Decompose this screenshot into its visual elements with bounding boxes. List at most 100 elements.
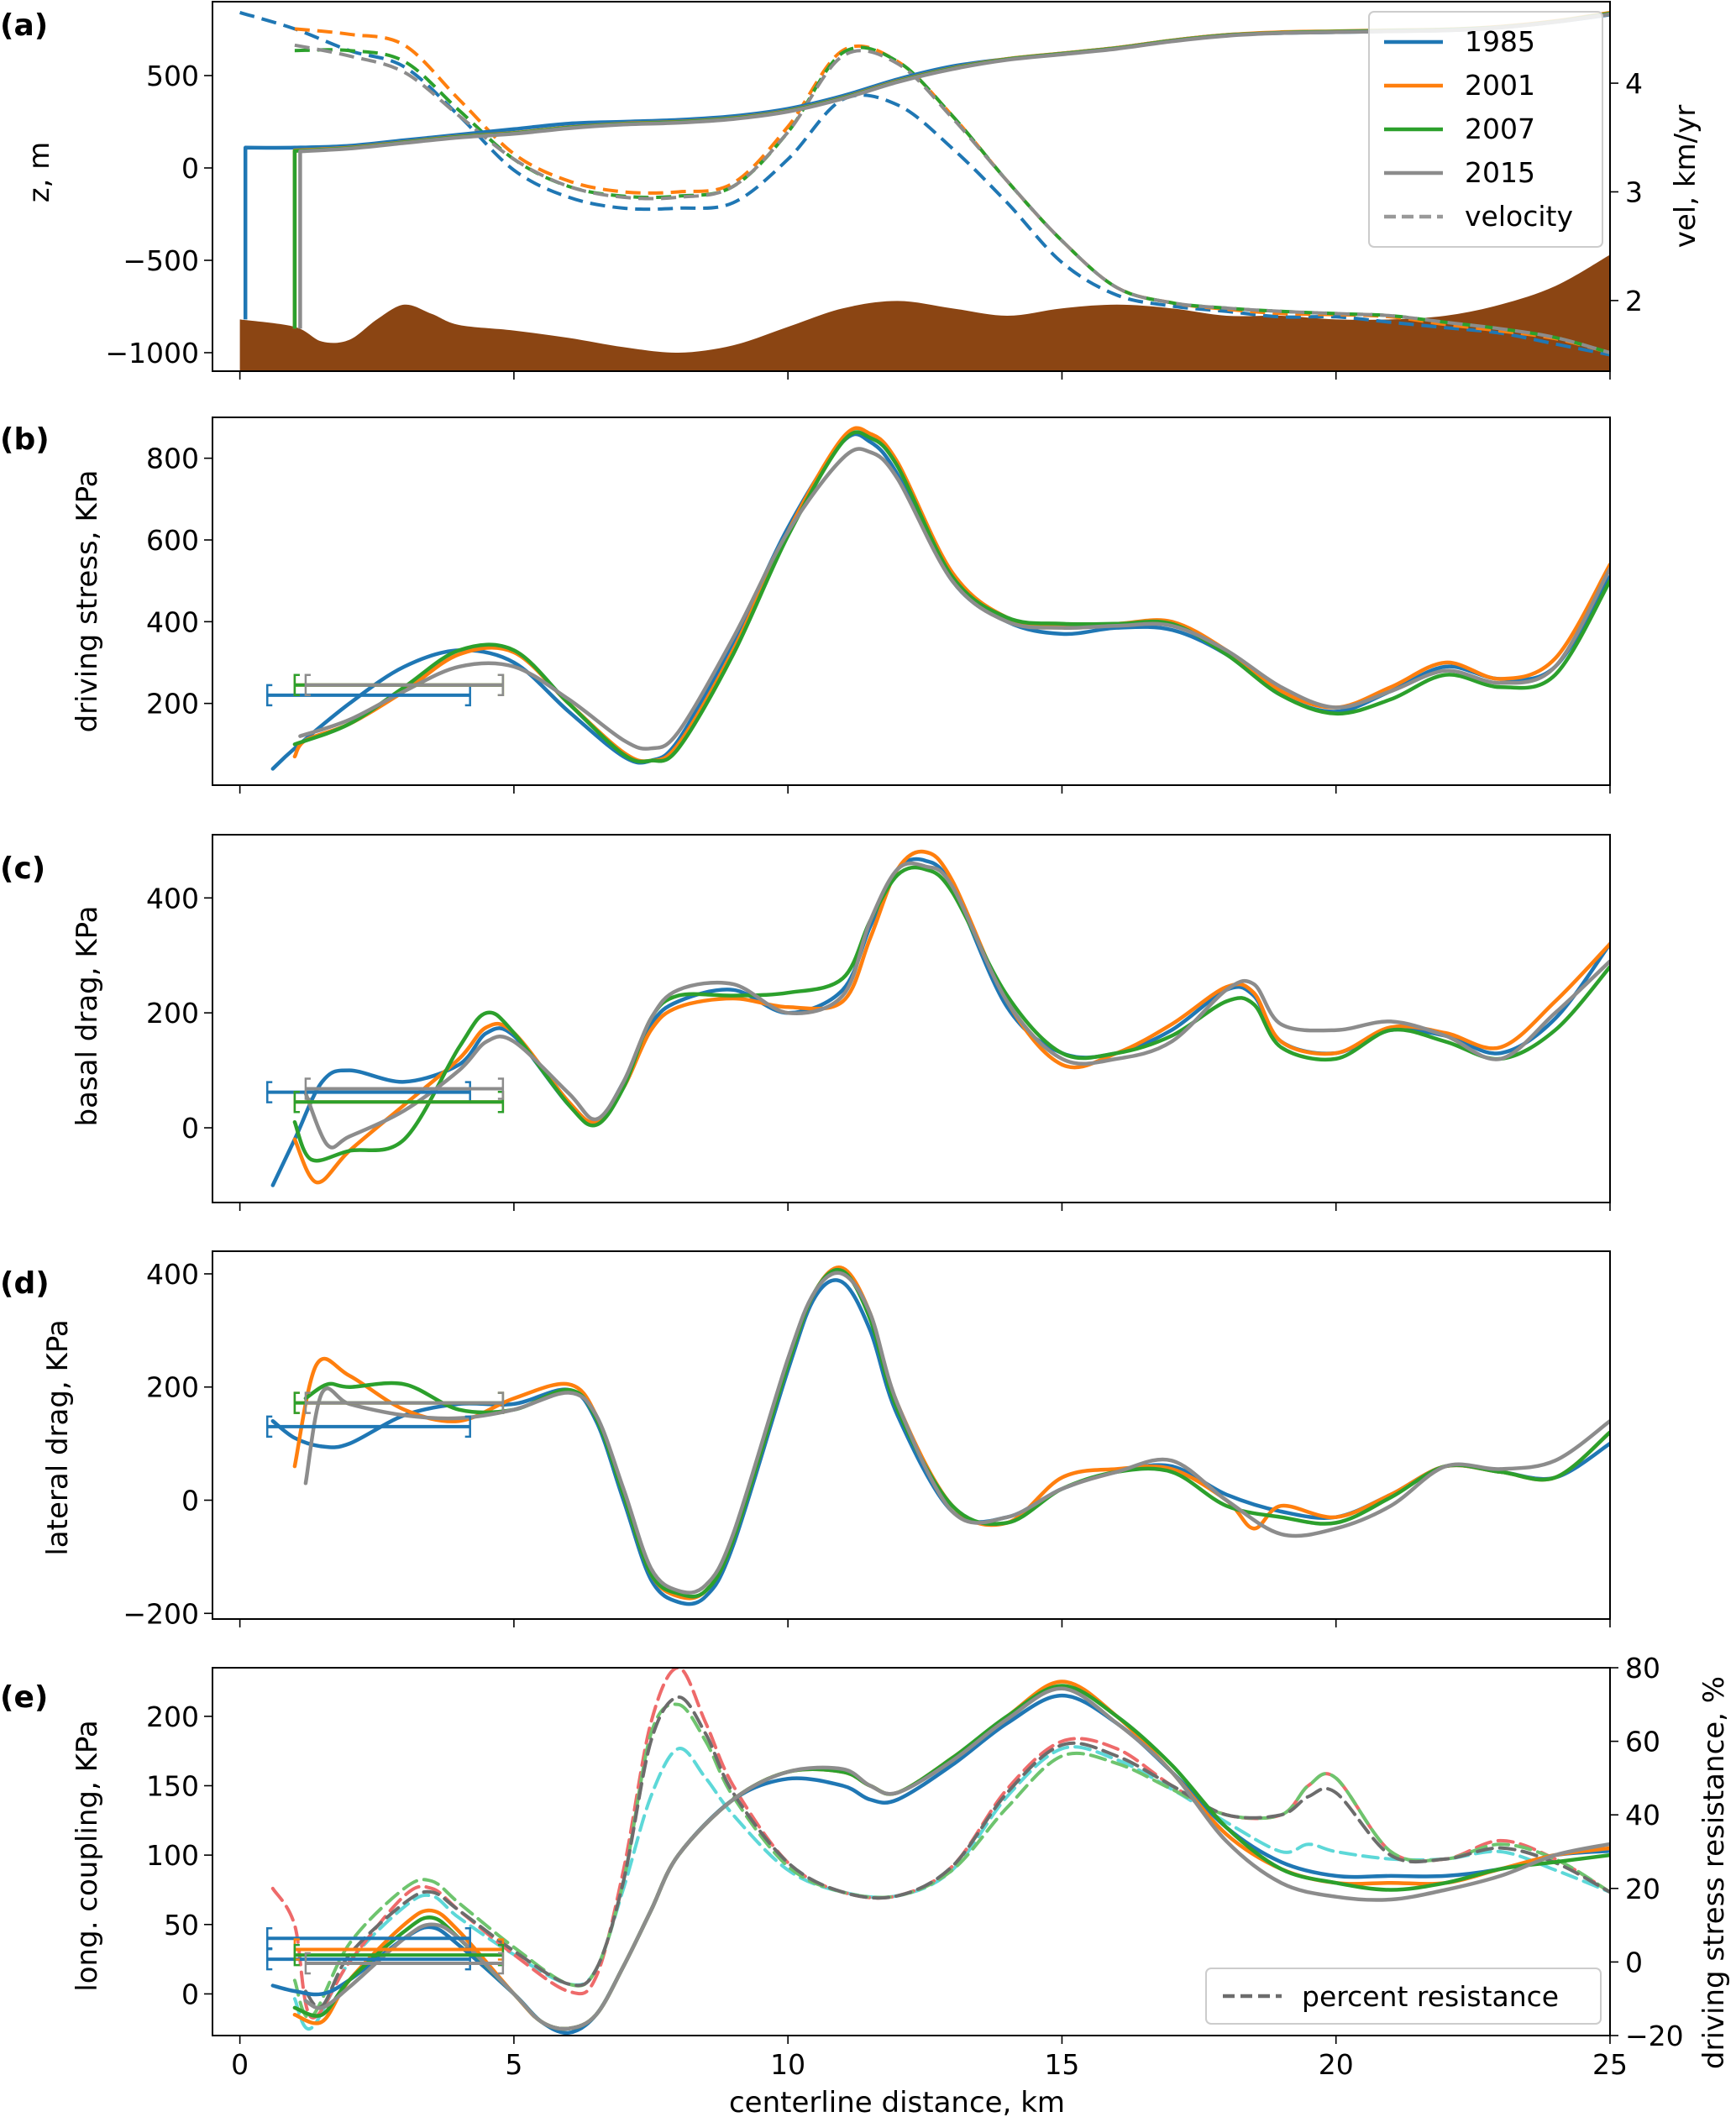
- mean-bar-cap-left: [293, 1090, 300, 1114]
- panel-a-surface-velocity: −1000 −500 0 500 2 3 4 1985 2001 2007 2015 velocity: [105, 1, 1643, 380]
- plot-area: [266, 1265, 1610, 1606]
- panel-letter-e: (e): [0, 1680, 48, 1715]
- y2-tick-label: 40: [1625, 1799, 1660, 1831]
- y-tick-label: 200: [146, 997, 199, 1030]
- panel-e-xlabel: centerline distance, km: [729, 2086, 1065, 2117]
- panel-letter-b: (b): [0, 422, 50, 457]
- y2-tick-label: 20: [1625, 1873, 1660, 1905]
- plot-area: [266, 849, 1610, 1187]
- y-tick-label: 150: [146, 1769, 199, 1802]
- coupling-line-2015: [303, 1686, 1610, 2031]
- plot-area: [266, 1668, 1610, 2036]
- mean-bar-cap-right: [497, 1077, 505, 1100]
- y-tick-label: 500: [146, 60, 199, 92]
- y-tick-label: 100: [146, 1839, 199, 1872]
- x-tick-label: 15: [1044, 2048, 1079, 2081]
- legend-label-2007: 2007: [1465, 113, 1535, 145]
- legend-label-2015: 2015: [1465, 156, 1535, 189]
- mean-bar-cap-left: [293, 1391, 300, 1414]
- mean-bar-cap-right: [497, 1090, 505, 1114]
- resistance-line-2015: [303, 1695, 1610, 2010]
- resistance-line-2001: [270, 1668, 1610, 2020]
- mean-bar-cap-left: [293, 673, 300, 697]
- panel-letter-c: (c): [0, 852, 45, 886]
- mean-bar-cap-left: [304, 673, 311, 697]
- series-line-2001: [292, 1265, 1610, 1601]
- panel-e-longitudinal-coupling: 0 5 10 15 20 25 0 50 100 150 200 −20 0 20 40 60 80 percen…: [146, 1652, 1684, 2081]
- y-tick-label: 0: [181, 1112, 199, 1145]
- y-tick-label: −500: [123, 244, 199, 277]
- y2-tick-label: 60: [1625, 1726, 1660, 1758]
- axis-frame: [212, 834, 1611, 1203]
- x-tick-label: 0: [231, 2048, 249, 2081]
- mean-bar-cap-left: [266, 684, 273, 707]
- y2-tick-label: 4: [1625, 67, 1643, 100]
- legend-label-1985: 1985: [1465, 25, 1535, 58]
- mean-bar-cap-left: [304, 1077, 311, 1100]
- x-tick-label: 5: [505, 2048, 522, 2081]
- legend-frame: [1368, 11, 1603, 248]
- legend-label-percent-resistance: percent resistance: [1302, 1980, 1559, 2013]
- y2-tick-label: 2: [1625, 285, 1643, 317]
- y2-tick-label: 80: [1625, 1652, 1660, 1685]
- y-tick-label: 0: [181, 1978, 199, 2010]
- y-tick-label: 200: [146, 688, 199, 721]
- x-tick-label: 10: [770, 2048, 805, 2081]
- y2-tick-label: 0: [1625, 1946, 1643, 1978]
- velocity-line-2015: [294, 43, 1610, 354]
- panel-a-ylabel: z, m: [23, 142, 56, 203]
- panel-letter-d: (d): [0, 1266, 50, 1301]
- y2-tick-label: 3: [1625, 176, 1643, 208]
- y-tick-label: −200: [123, 1597, 199, 1630]
- axis-frame: [212, 1250, 1611, 1620]
- coupling-line-1985: [270, 1693, 1610, 2036]
- y-tick-label: 0: [181, 152, 199, 185]
- panel-b-ylabel: driving stress, KPa: [71, 470, 104, 733]
- panel-e-ylabel: long. coupling, KPa: [71, 1720, 104, 1991]
- y-tick-label: 400: [146, 1258, 199, 1291]
- y-tick-label: 400: [146, 882, 199, 914]
- panel-a-y2label: vel, km/yr: [1669, 105, 1702, 248]
- legend-label-2001: 2001: [1465, 69, 1535, 102]
- series-line-2015: [303, 1271, 1610, 1595]
- panel-d-ylabel: lateral drag, KPa: [41, 1319, 75, 1555]
- y-tick-label: 50: [164, 1909, 199, 1941]
- mean-bar-cap-right: [497, 1391, 505, 1414]
- series-line-2007: [292, 430, 1610, 764]
- mean-bar-cap-left: [266, 1415, 273, 1438]
- mean-bar-cap-left: [304, 1391, 311, 1414]
- mean-bar-cap-left: [266, 1081, 273, 1103]
- y-tick-label: 400: [146, 605, 199, 638]
- legend: percent resistance: [1205, 1968, 1602, 2025]
- y-tick-label: 600: [146, 524, 199, 557]
- y-tick-label: −1000: [105, 337, 199, 369]
- legend-label-velocity: velocity: [1465, 200, 1573, 233]
- panel-d-lateral-drag: −200 0 200 400: [123, 1250, 1611, 1630]
- x-tick-label: 20: [1319, 2048, 1354, 2081]
- mean-bar-cap-right: [464, 1415, 471, 1438]
- series-line-2015: [298, 447, 1610, 751]
- y-tick-label: 800: [146, 443, 199, 475]
- plot-area: [266, 426, 1610, 771]
- mean-bar-cap-left: [293, 1943, 300, 1967]
- mean-bar-cap-right: [497, 1952, 505, 1975]
- axis-frame: [212, 1667, 1611, 2036]
- y-tick-label: 200: [146, 1371, 199, 1404]
- series-line-2007: [292, 865, 1610, 1163]
- y-tick-label: 0: [181, 1484, 199, 1517]
- y2-tick-label: −20: [1625, 2020, 1684, 2052]
- axis-frame: [212, 1, 1611, 372]
- mean-bar-cap-right: [497, 673, 505, 697]
- panel-b-driving-stress: 200 400 600 800: [146, 417, 1611, 794]
- series-line-2015: [303, 861, 1610, 1150]
- mean-bar-cap-left: [304, 1952, 311, 1975]
- bed-topography: [239, 254, 1610, 371]
- x-tick-label: 25: [1592, 2048, 1628, 2081]
- mean-bar-cap-left: [266, 1947, 273, 1971]
- panel-c-ylabel: basal drag, KPa: [71, 906, 104, 1127]
- legend-frame: [1205, 1968, 1602, 2025]
- panel-letter-a: (a): [0, 8, 48, 43]
- panel-c-basal-drag: 0 200 400: [146, 834, 1611, 1211]
- panel-e-y2label: driving stress resistance, %: [1697, 1676, 1731, 2069]
